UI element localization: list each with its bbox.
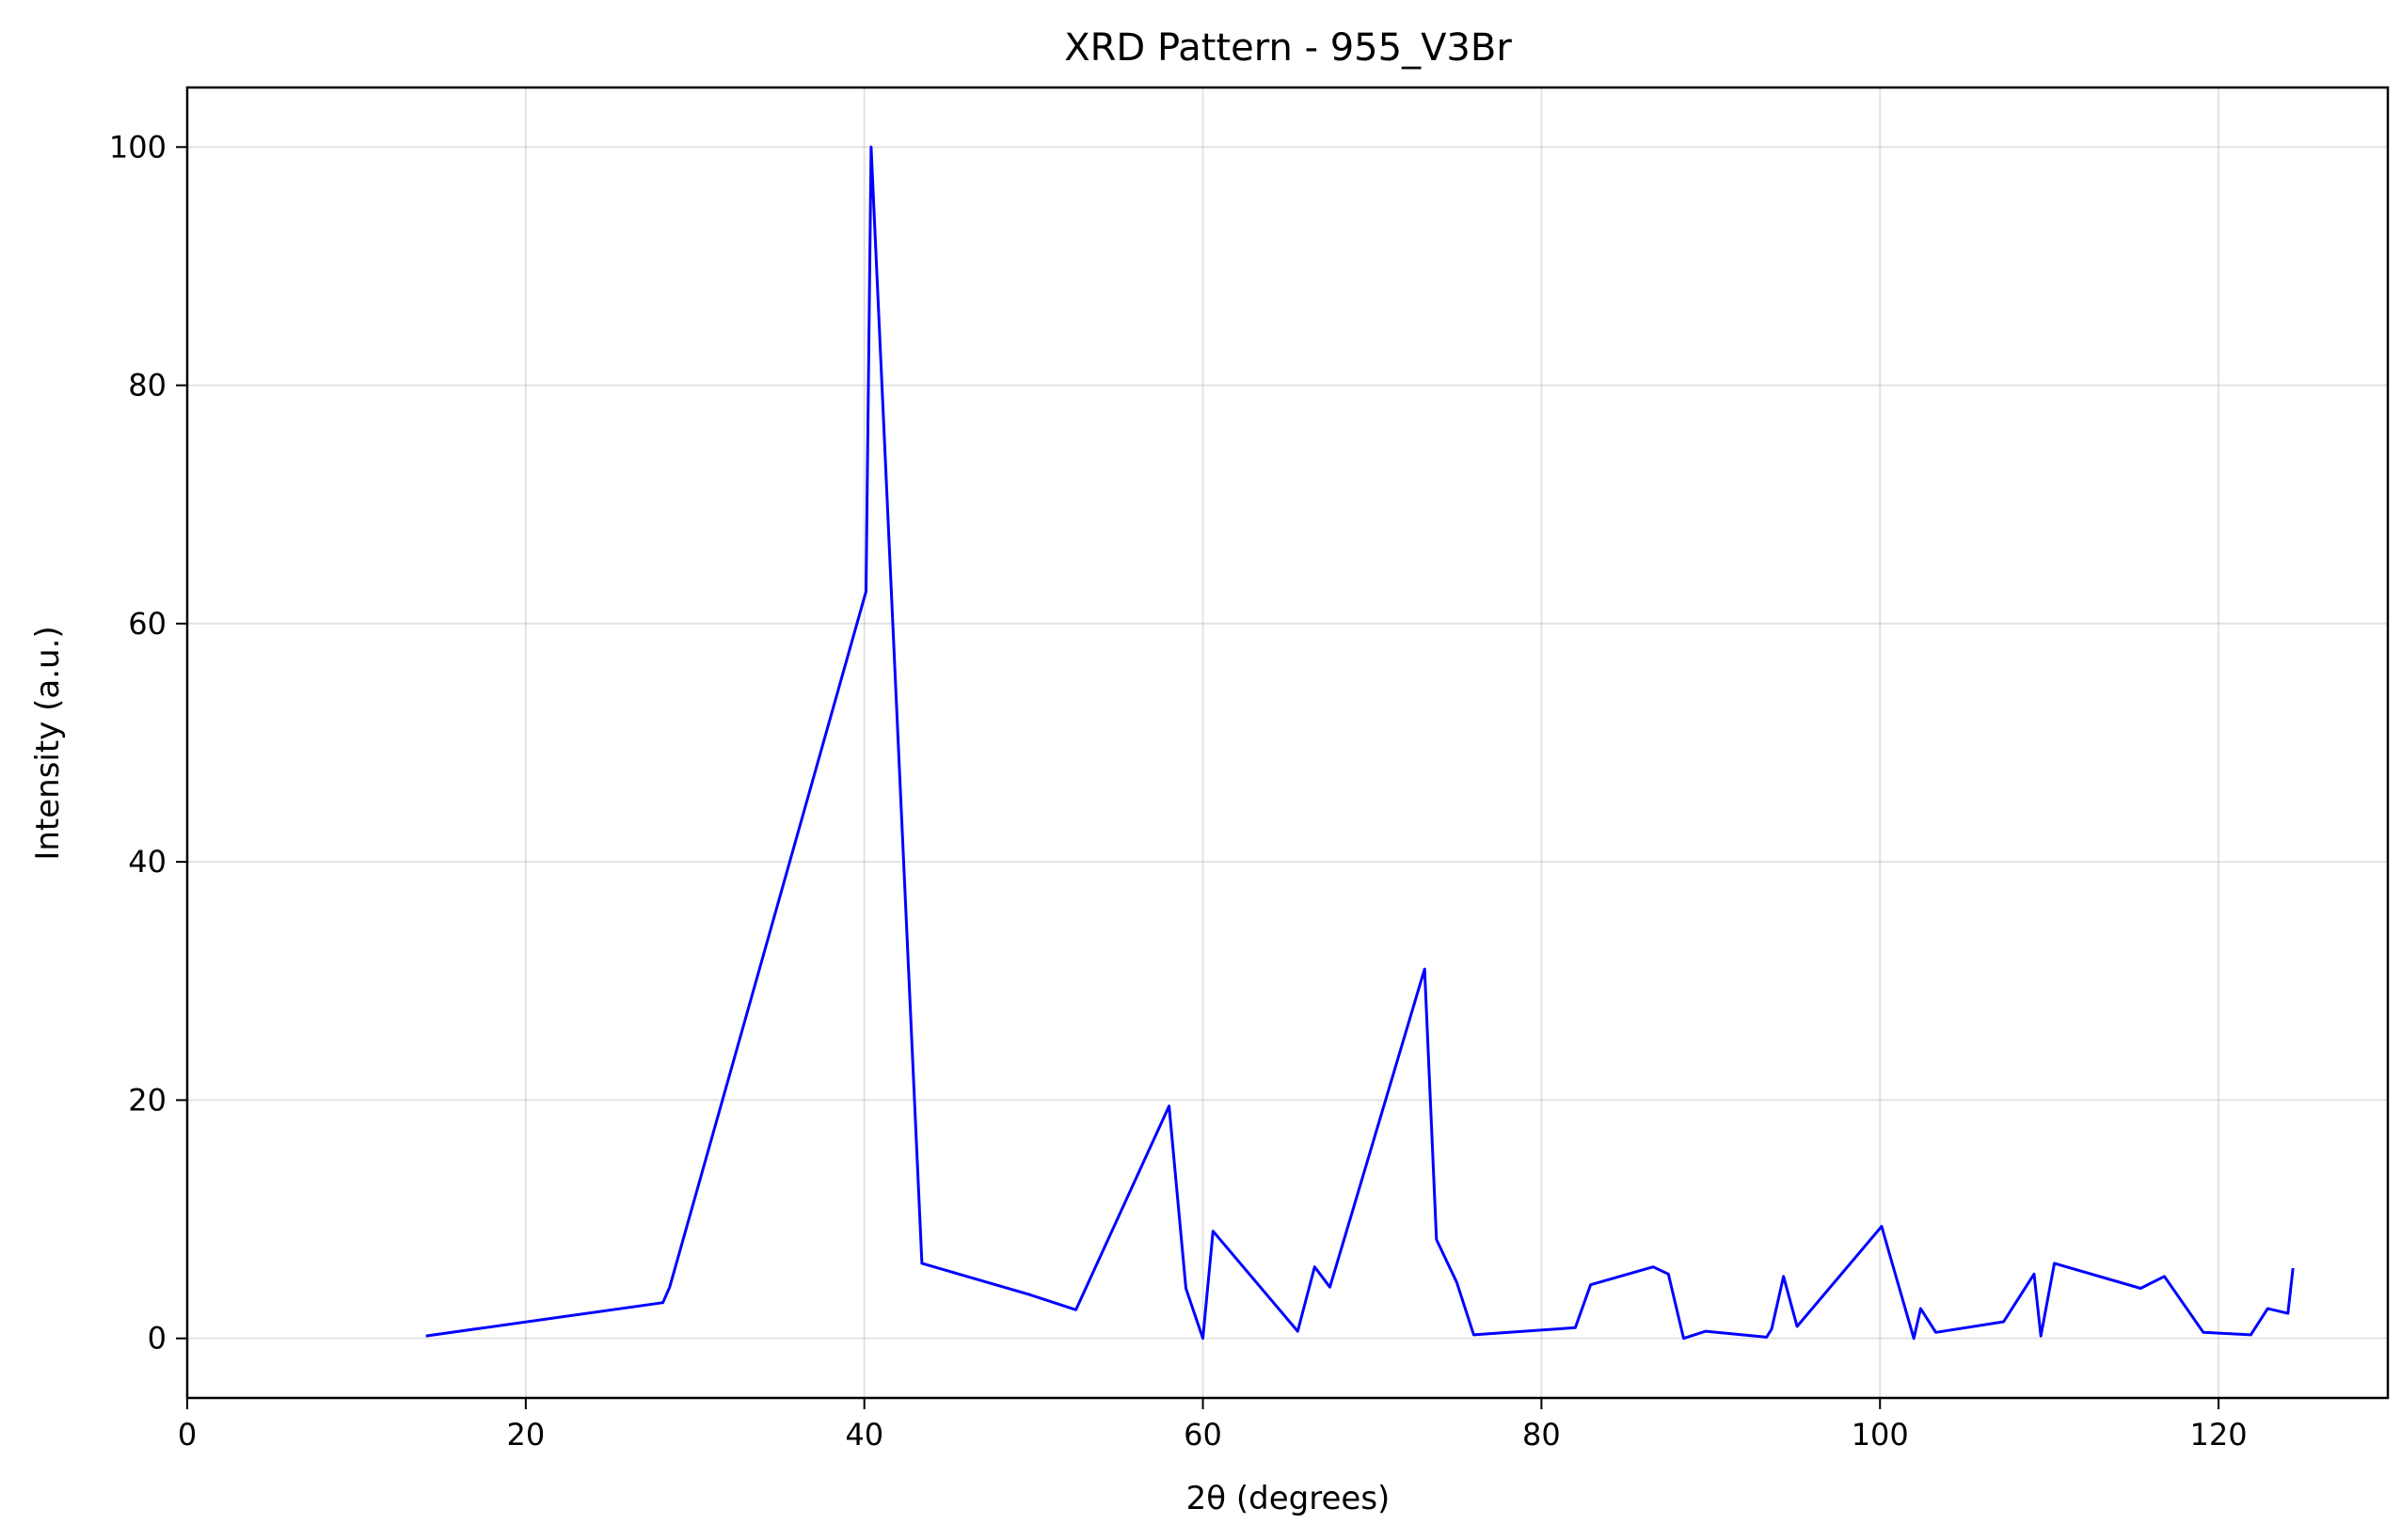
x-tick-label: 60 <box>1184 1417 1222 1453</box>
grid-lines <box>186 87 2388 1398</box>
chart-title: XRD Pattern - 955_V3Br <box>1064 26 1512 70</box>
x-tick-label: 100 <box>1852 1417 1909 1453</box>
series-layer <box>425 145 2295 1341</box>
x-tick-label: 80 <box>1522 1417 1561 1453</box>
y-axis: 0 20 40 60 80 100 <box>109 129 187 1357</box>
x-tick-label: 20 <box>506 1417 545 1453</box>
x-tick-label: 0 <box>178 1417 197 1453</box>
x-tick-label: 40 <box>845 1417 883 1453</box>
y-tick-label: 80 <box>128 368 167 404</box>
x-axis: 0 20 40 60 80 100 120 <box>178 1398 2248 1453</box>
x-axis-title: 2θ (degrees) <box>1186 1480 1391 1517</box>
y-tick-label: 20 <box>128 1082 167 1118</box>
y-tick-label: 60 <box>128 606 167 642</box>
y-tick-label: 100 <box>109 129 167 165</box>
plot-frame <box>185 86 2390 1400</box>
intensity-line <box>425 145 2295 1341</box>
y-tick-label: 40 <box>128 844 167 880</box>
y-tick-label: 0 <box>148 1321 167 1357</box>
y-axis-title: Intensity (a.u.) <box>29 626 67 860</box>
x-tick-label: 120 <box>2190 1417 2248 1453</box>
